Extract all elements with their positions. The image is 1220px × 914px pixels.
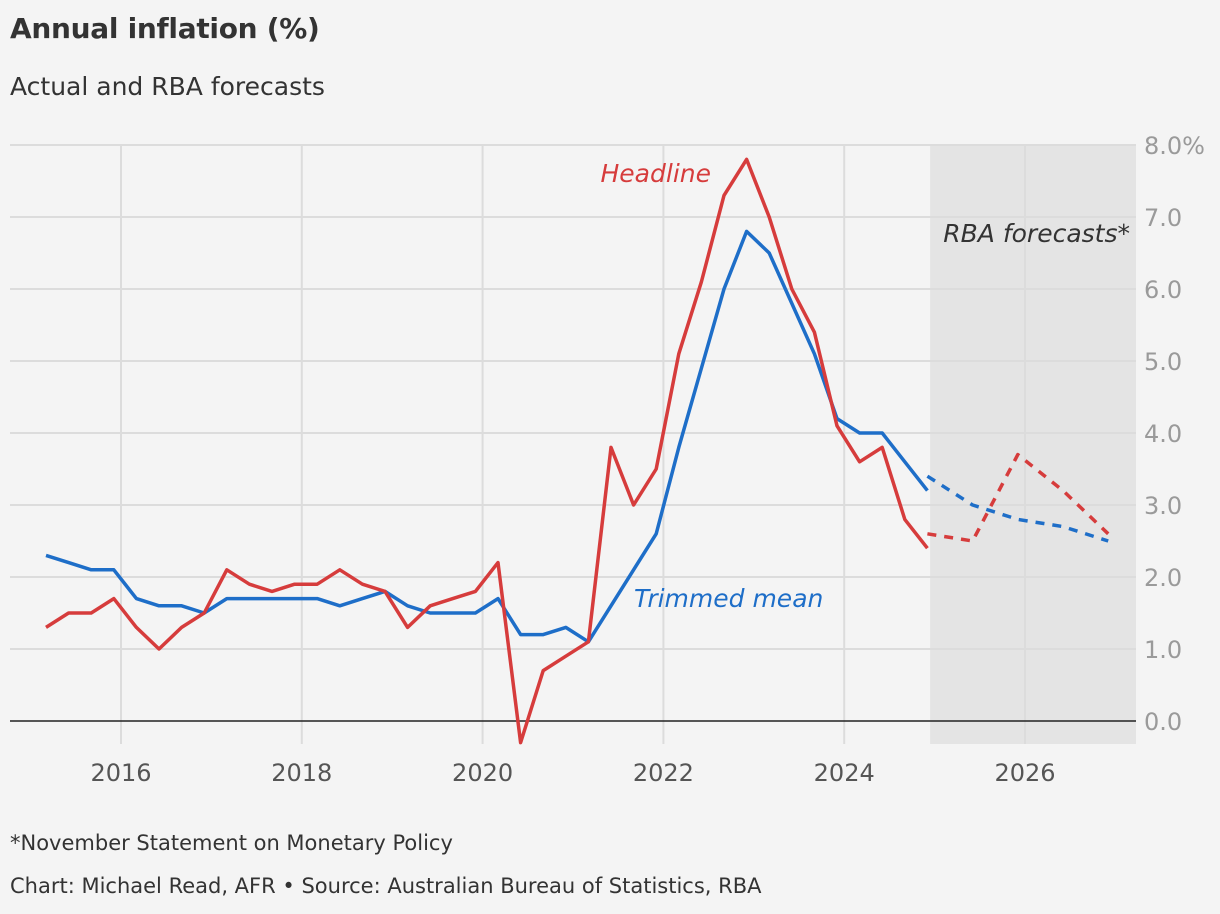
forecast-region [930,145,1136,744]
gridlines [10,144,1136,744]
y-tick-label: 1.0 [1144,636,1182,664]
y-tick-label: 8.0% [1144,132,1205,160]
y-tick-label: 5.0 [1144,348,1182,376]
source-credit: Chart: Michael Read, AFR • Source: Austr… [10,874,762,898]
y-tick-label: 7.0 [1144,204,1182,232]
y-tick-label: 3.0 [1144,492,1182,520]
annotation-rba-forecasts: RBA forecasts* [943,219,1130,248]
series-line-headline [45,157,929,745]
series-line-headline-forecast [927,452,1110,543]
series-line-trimmed-mean-forecast [926,474,1109,543]
x-tick-label: 2024 [814,759,875,787]
footnote: *November Statement on Monetary Policy [10,831,453,855]
chart-title: Annual inflation (%) [10,12,320,45]
y-tick-label: 6.0 [1144,276,1182,304]
forecast-shade [930,145,1136,744]
y-tick-label: 2.0 [1144,564,1182,592]
chart-subtitle: Actual and RBA forecasts [10,72,325,101]
series-lines [45,157,1110,745]
annotations: Headline Trimmed mean RBA forecasts* [601,159,1131,613]
x-tick-label: 2022 [633,759,694,787]
x-tick-label: 2020 [452,759,513,787]
x-tick-label: 2018 [271,759,332,787]
series-line-trimmed-mean [45,229,929,644]
y-axis-tick-labels: 0.0 1.0 2.0 3.0 4.0 5.0 6.0 7.0 8.0% [1144,132,1205,736]
annotation-headline: Headline [601,159,712,188]
x-axis-tick-labels: 2016 2018 2020 2022 2024 2026 [90,759,1055,787]
y-tick-label: 0.0 [1144,708,1182,736]
y-tick-label: 4.0 [1144,420,1182,448]
x-tick-label: 2026 [994,759,1055,787]
annotation-trimmed-mean: Trimmed mean [634,584,823,613]
x-tick-label: 2016 [90,759,151,787]
